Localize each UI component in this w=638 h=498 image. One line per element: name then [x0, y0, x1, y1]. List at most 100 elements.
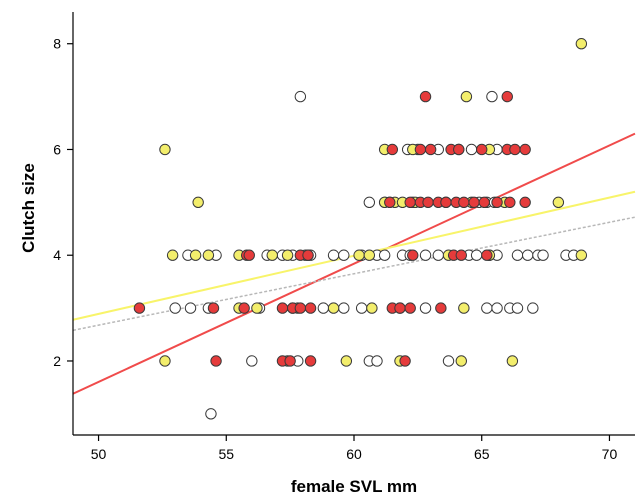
data-point-red [208, 303, 218, 313]
data-point-white [471, 250, 481, 260]
data-point-yellow [576, 39, 586, 49]
x-tick-label: 55 [218, 446, 234, 462]
data-point-red [244, 250, 254, 260]
data-point-red [436, 303, 446, 313]
data-point-yellow [553, 197, 563, 207]
data-point-yellow [282, 250, 292, 260]
data-point-white [466, 144, 476, 154]
data-point-red [285, 356, 295, 366]
axes [73, 12, 635, 435]
data-point-yellow [576, 250, 586, 260]
data-point-yellow [354, 250, 364, 260]
data-point-white [512, 303, 522, 313]
data-point-red [502, 91, 512, 101]
data-point-white [433, 250, 443, 260]
data-point-yellow [190, 250, 200, 260]
y-tick-label: 2 [53, 353, 61, 369]
data-point-red [408, 250, 418, 260]
data-point-yellow [507, 356, 517, 366]
data-point-red [211, 356, 221, 366]
data-point-yellow [167, 250, 177, 260]
data-point-red [387, 144, 397, 154]
trend-line-gray_line [73, 217, 635, 330]
data-point-red [305, 303, 315, 313]
data-point-white [206, 409, 216, 419]
data-point-white [523, 250, 533, 260]
trend-line-red_line [73, 134, 635, 394]
x-axis-title: female SVL mm [291, 477, 417, 496]
y-tick-label: 4 [53, 247, 61, 263]
data-point-yellow [459, 303, 469, 313]
data-point-red [425, 144, 435, 154]
x-tick-label: 60 [346, 446, 362, 462]
data-point-yellow [267, 250, 277, 260]
data-point-white [420, 250, 430, 260]
data-point-yellow [341, 356, 351, 366]
x-tick-label: 50 [91, 446, 107, 462]
data-point-red [505, 197, 515, 207]
data-point-red [423, 197, 433, 207]
trend-lines [73, 134, 635, 394]
data-point-white [247, 356, 257, 366]
data-point-yellow [193, 197, 203, 207]
data-point-white [339, 250, 349, 260]
data-point-red [492, 197, 502, 207]
data-point-white [372, 356, 382, 366]
data-point-red [277, 303, 287, 313]
data-point-white [379, 250, 389, 260]
data-point-yellow [328, 303, 338, 313]
data-point-white [356, 303, 366, 313]
x-tick-label: 70 [602, 446, 618, 462]
data-point-red [400, 356, 410, 366]
data-point-yellow [160, 356, 170, 366]
data-point-white [170, 303, 180, 313]
data-point-red [415, 144, 425, 154]
data-point-red [303, 250, 313, 260]
data-point-red [134, 303, 144, 313]
data-point-yellow [252, 303, 262, 313]
data-point-red [459, 197, 469, 207]
data-point-white [482, 303, 492, 313]
data-point-white [328, 250, 338, 260]
data-point-white [420, 303, 430, 313]
data-point-white [443, 356, 453, 366]
data-point-yellow [456, 356, 466, 366]
data-point-white [528, 303, 538, 313]
data-point-yellow [364, 250, 374, 260]
data-point-red [510, 144, 520, 154]
data-point-white [364, 197, 374, 207]
data-point-white [487, 91, 497, 101]
data-point-red [405, 197, 415, 207]
x-tick-label: 65 [474, 446, 490, 462]
data-point-white [538, 250, 548, 260]
data-point-yellow [160, 144, 170, 154]
data-point-red [441, 197, 451, 207]
data-point-white [512, 250, 522, 260]
data-point-red [456, 250, 466, 260]
data-point-red [295, 303, 305, 313]
data-point-red [385, 197, 395, 207]
data-point-red [305, 356, 315, 366]
data-point-red [479, 197, 489, 207]
data-point-red [477, 144, 487, 154]
data-point-red [469, 197, 479, 207]
data-point-red [520, 144, 530, 154]
data-point-yellow [367, 303, 377, 313]
data-point-white [339, 303, 349, 313]
data-point-yellow [203, 250, 213, 260]
data-point-red [482, 250, 492, 260]
data-point-red [405, 303, 415, 313]
data-points [134, 39, 586, 420]
y-tick-label: 8 [53, 36, 61, 52]
data-point-yellow [461, 91, 471, 101]
data-point-white [318, 303, 328, 313]
data-point-white [492, 303, 502, 313]
data-point-red [420, 91, 430, 101]
y-tick-label: 6 [53, 141, 61, 157]
tick-labels: 50 55 60 65 70 2 4 6 8 [53, 36, 617, 462]
data-point-red [454, 144, 464, 154]
data-point-white [295, 91, 305, 101]
data-point-red [395, 303, 405, 313]
data-point-white [185, 303, 195, 313]
